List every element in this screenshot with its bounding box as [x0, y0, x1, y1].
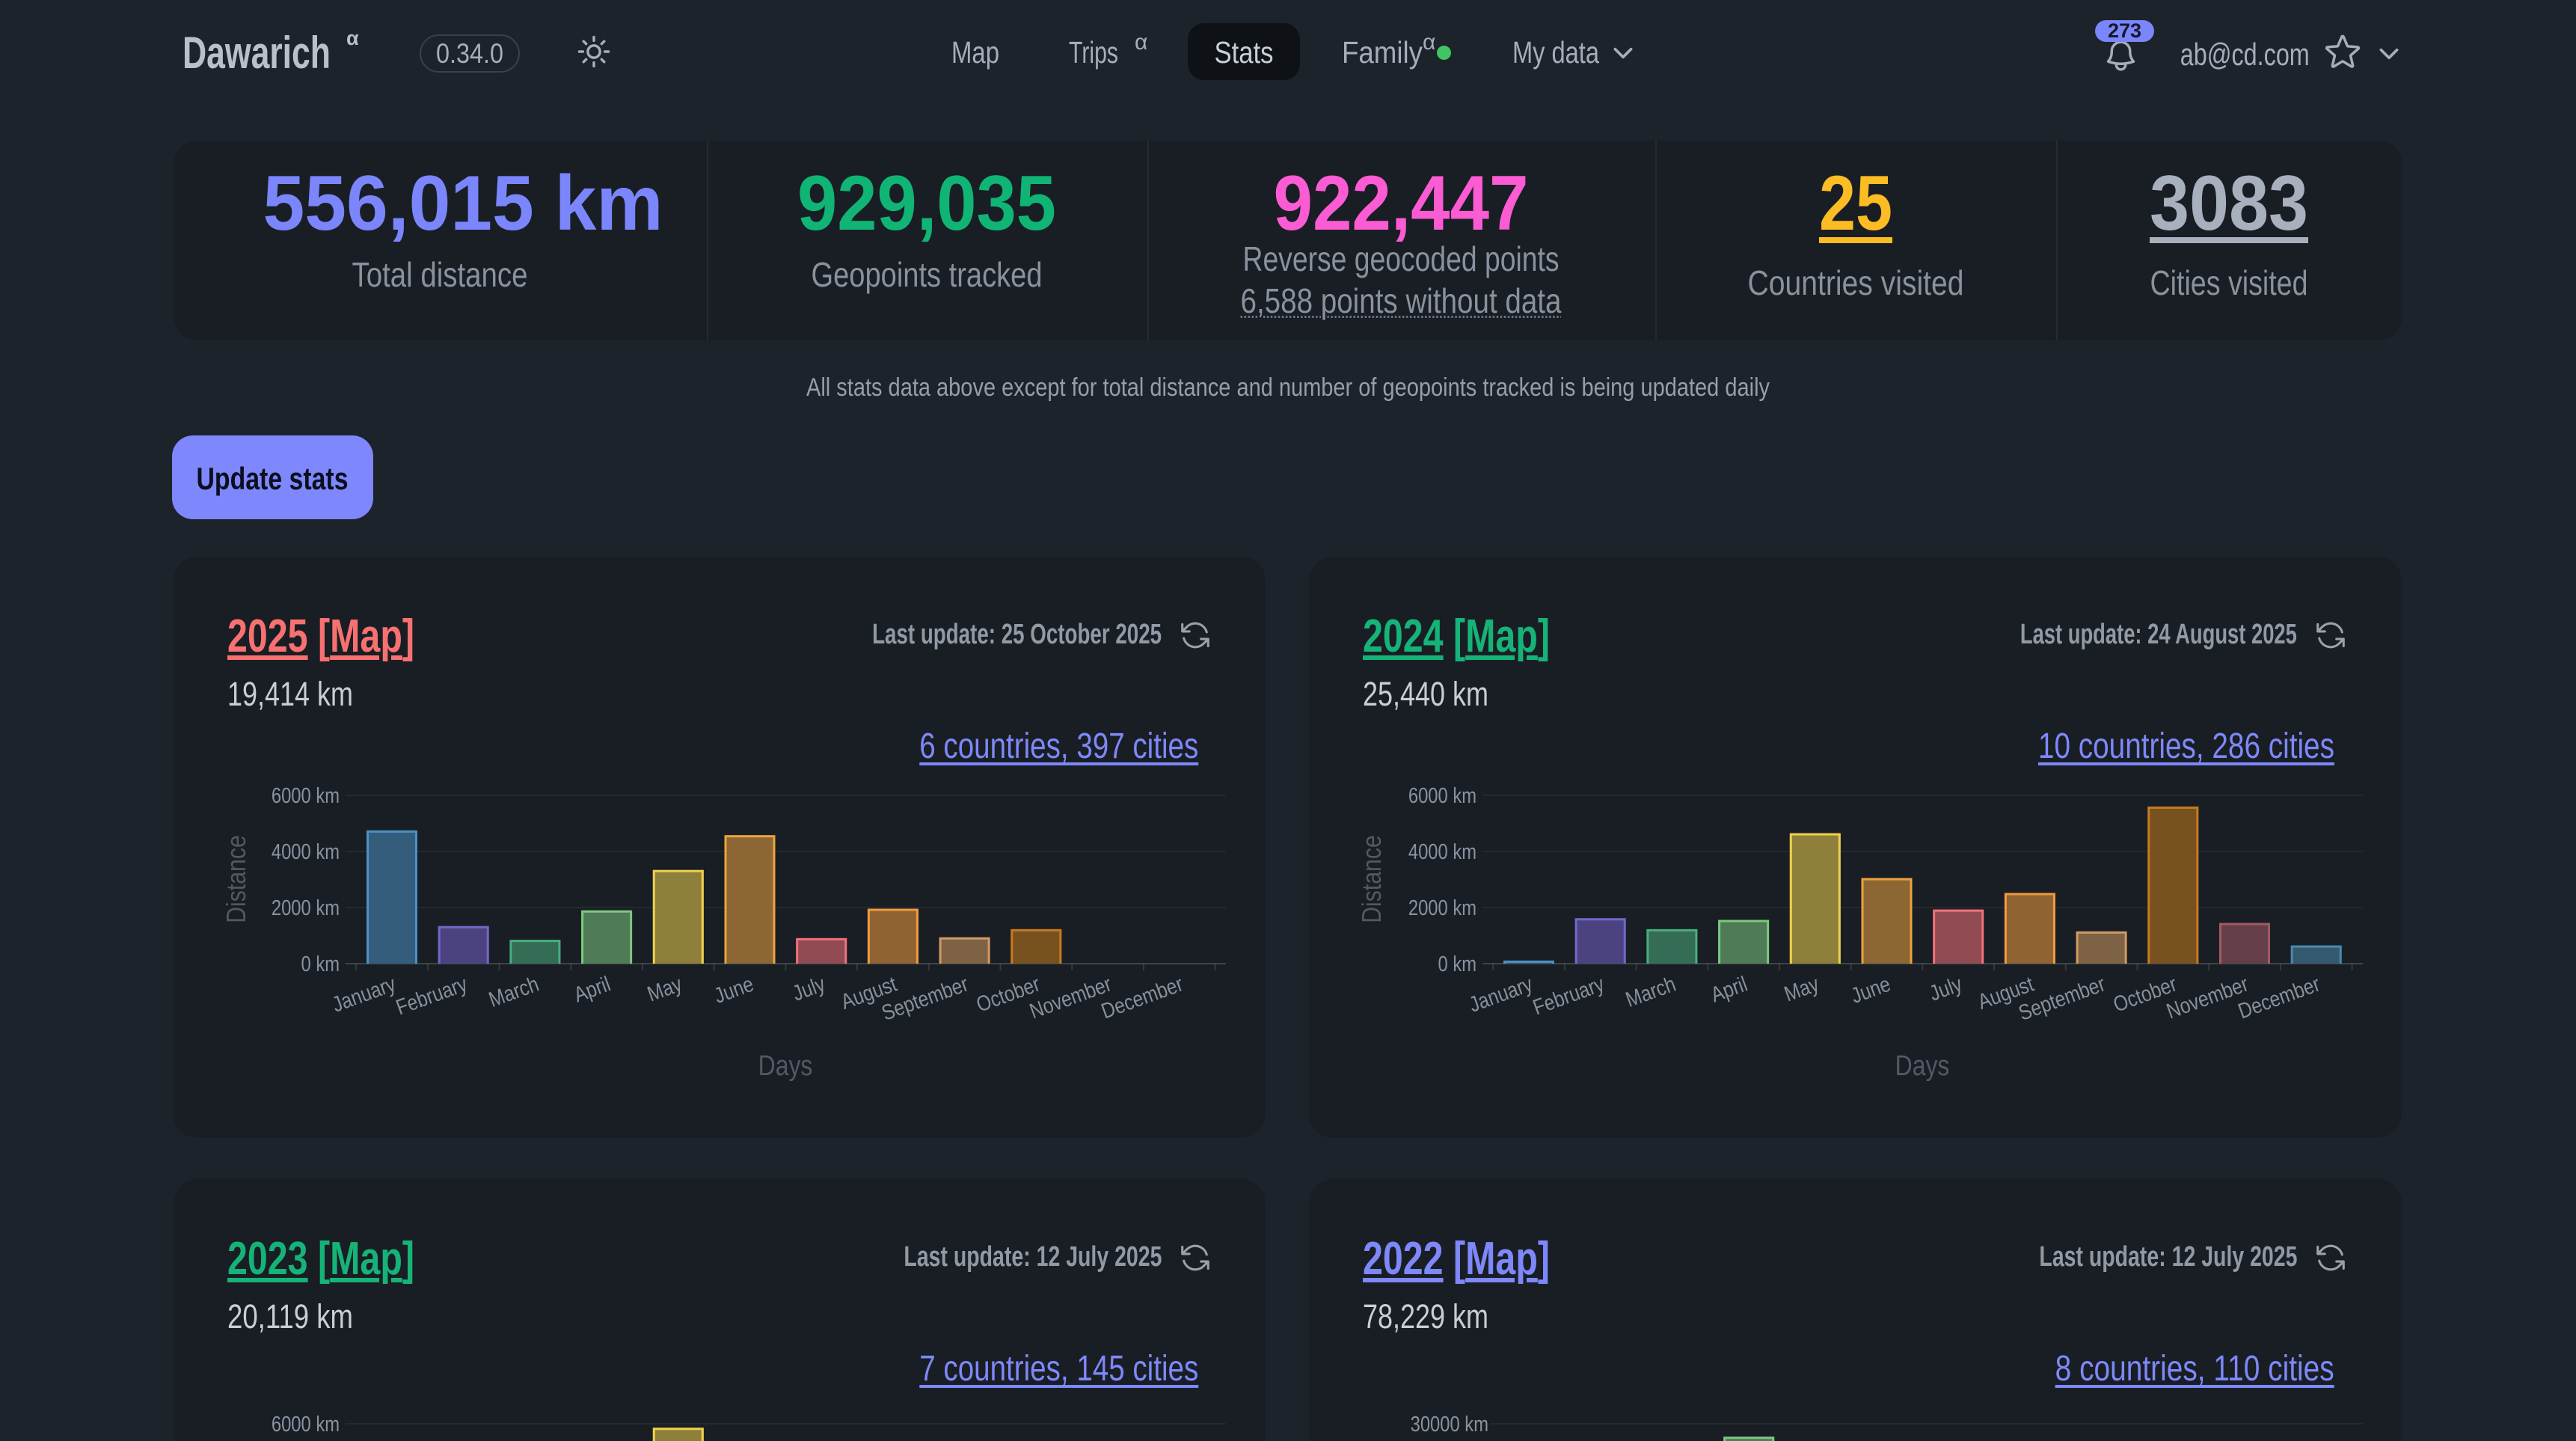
svg-text:Days: Days — [758, 1050, 813, 1081]
svg-text:July: July — [789, 972, 829, 1006]
svg-text:6000 km: 6000 km — [272, 1412, 340, 1437]
svg-text:November: November — [2163, 972, 2251, 1024]
svg-text:February: February — [393, 972, 470, 1020]
svg-text:June: June — [711, 972, 756, 1009]
svg-text:November: November — [1026, 972, 1114, 1024]
svg-text:July: July — [1926, 972, 1966, 1006]
svg-text:2000 km: 2000 km — [1408, 896, 1476, 920]
svg-text:May: May — [1781, 972, 1822, 1006]
svg-text:6000 km: 6000 km — [1408, 783, 1476, 808]
svg-text:May: May — [644, 972, 685, 1006]
svg-text:March: March — [485, 972, 542, 1012]
svg-text:April: April — [571, 972, 613, 1007]
svg-text:December: December — [1098, 972, 1186, 1024]
svg-text:0 km: 0 km — [1438, 952, 1476, 976]
svg-text:January: January — [1466, 972, 1536, 1018]
svg-text:December: December — [2235, 972, 2323, 1024]
svg-text:Distance: Distance — [1358, 835, 1387, 923]
svg-text:June: June — [1847, 972, 1893, 1009]
svg-text:January: January — [329, 972, 399, 1018]
svg-text:February: February — [1530, 972, 1607, 1020]
svg-text:0 km: 0 km — [301, 952, 340, 976]
svg-text:April: April — [1708, 972, 1750, 1007]
svg-text:4000 km: 4000 km — [1408, 839, 1476, 864]
svg-text:March: March — [1622, 972, 1678, 1012]
svg-text:2000 km: 2000 km — [272, 896, 340, 920]
svg-text:Days: Days — [1895, 1050, 1950, 1081]
svg-text:6000 km: 6000 km — [272, 783, 340, 808]
svg-text:4000 km: 4000 km — [272, 839, 340, 864]
svg-text:30000 km: 30000 km — [1411, 1412, 1488, 1437]
svg-text:Distance: Distance — [222, 835, 252, 923]
